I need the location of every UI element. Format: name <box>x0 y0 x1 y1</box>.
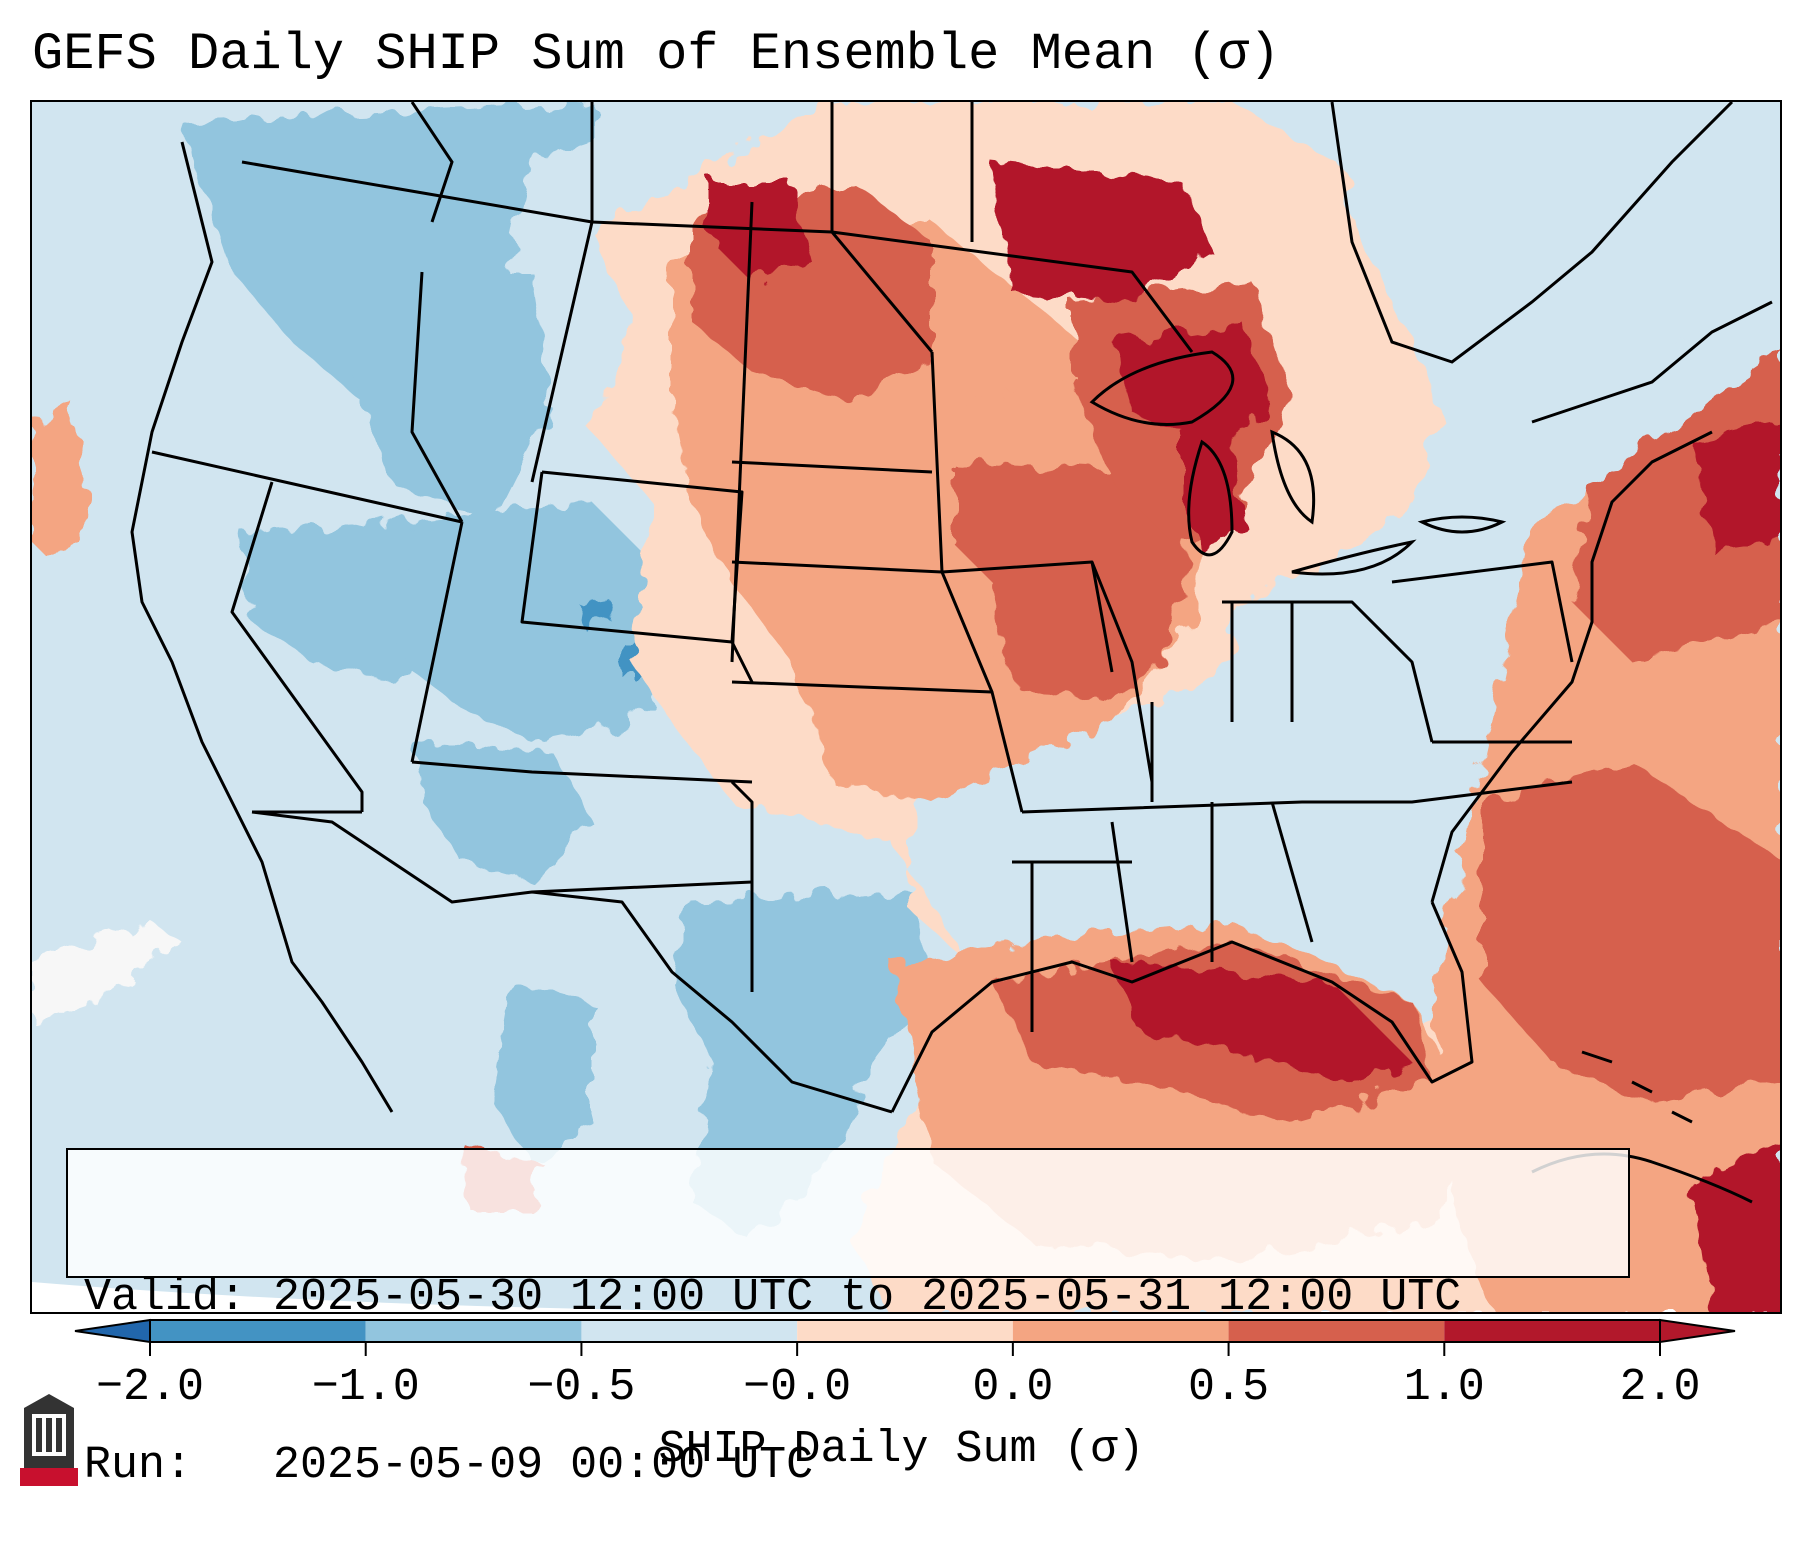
coastline-east <box>1430 430 1713 903</box>
positive-region-pacific <box>32 402 92 562</box>
negative-region-quebec <box>1332 102 1780 442</box>
extreme-positive-montana <box>712 182 812 282</box>
colorbar-tick-label: 2.0 <box>1619 1362 1701 1413</box>
colorbar-over-arrow <box>1659 1318 1736 1344</box>
colorbar-segment <box>365 1320 582 1342</box>
negative-region-great-basin <box>242 522 452 682</box>
great-lakes <box>1089 350 1507 576</box>
bahamas <box>1581 1050 1693 1124</box>
colorbar-tick-label: 1.0 <box>1403 1362 1485 1413</box>
lake-superior <box>1089 350 1235 426</box>
colorbar-segment <box>1444 1320 1660 1342</box>
colorbar-tick-label: −2.0 <box>95 1362 205 1413</box>
extreme-positive-gulf <box>1112 962 1412 1082</box>
coastline-gulf <box>890 901 1474 1113</box>
neutral-pacific <box>32 922 182 1022</box>
negative-region-northwest <box>182 102 592 432</box>
colorbar-tick-label: 0.0 <box>972 1362 1054 1413</box>
border-mexico <box>251 810 893 1114</box>
colorbar-segment <box>797 1320 1013 1342</box>
anomaly-map <box>32 102 1780 1312</box>
strong-positive-atlantic <box>1482 762 1780 1102</box>
lake-michigan <box>1187 439 1234 557</box>
colorbar-tick-label: −0.0 <box>743 1362 852 1413</box>
colorbar <box>74 1318 1736 1356</box>
colorbar-label: SHIP Daily Sum (σ) <box>658 1424 1145 1475</box>
colorbar-segment <box>1228 1320 1445 1342</box>
coastline-west <box>130 141 394 1113</box>
lake-erie <box>1291 539 1417 576</box>
negative-region-southwest <box>412 742 592 882</box>
run-time-text: Run: 2025-05-09 00:00 UTC <box>84 1440 814 1491</box>
lake-ontario <box>1417 515 1507 534</box>
colorbar-tick-label: −1.0 <box>311 1362 420 1413</box>
extreme-positive-superior <box>1112 322 1272 442</box>
chart-title: GEFS Daily SHIP Sum of Ensemble Mean (σ) <box>32 25 1281 84</box>
strong-positive-northeast <box>1572 354 1780 662</box>
negative-region-mexico <box>492 982 592 1162</box>
extreme-positive-northeast <box>1692 422 1780 552</box>
colorbar-segment <box>1012 1320 1229 1342</box>
negative-region-utah-colorado <box>402 502 692 742</box>
colorbar-frame <box>149 1319 1661 1343</box>
lake-huron <box>1270 429 1316 525</box>
colorbar-segment <box>150 1320 366 1342</box>
extreme-positive-manitoba <box>992 162 1212 302</box>
colorbar-segment <box>581 1320 798 1342</box>
state-boundaries <box>130 141 1713 1114</box>
colorbar-tick-label: −0.5 <box>527 1362 636 1413</box>
map-panel <box>30 100 1782 1314</box>
colorbar-under-arrow <box>74 1318 151 1344</box>
valid-time-text: Valid: 2025-05-30 12:00 UTC to 2025-05-3… <box>84 1272 1462 1323</box>
niu-logo-icon <box>20 1394 78 1486</box>
canada-boundaries <box>410 102 1773 424</box>
colorbar-tick-label: 0.5 <box>1188 1362 1270 1413</box>
strong-negative-colorado <box>577 597 612 632</box>
strong-positive-iowa-illinois <box>952 462 1192 702</box>
run-info-box: Valid: 2025-05-30 12:00 UTC to 2025-05-3… <box>66 1148 1630 1491</box>
negative-region-idaho <box>352 272 552 522</box>
